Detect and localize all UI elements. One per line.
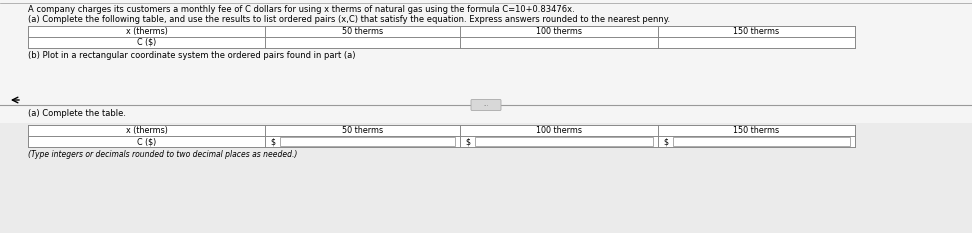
Text: ...: ... (483, 103, 489, 107)
Bar (0, 0, 972, 123)
Bar (475, 137, 653, 146)
Bar (673, 137, 850, 146)
Text: 150 therms: 150 therms (734, 27, 780, 36)
Text: 100 therms: 100 therms (536, 126, 582, 135)
Bar (0, 123, 972, 233)
Text: A company charges its customers a monthly fee of C dollars for using x therms of: A company charges its customers a monthl… (28, 5, 574, 14)
Text: $: $ (465, 137, 470, 146)
Text: (b) Plot in a rectangular coordinate system the ordered pairs found in part (a): (b) Plot in a rectangular coordinate sys… (28, 51, 356, 60)
Bar (28, 26, 855, 48)
Text: x (therms): x (therms) (125, 126, 167, 135)
Text: 50 therms: 50 therms (342, 27, 383, 36)
Text: $: $ (270, 137, 275, 146)
Text: (Type integers or decimals rounded to two decimal places as needed.): (Type integers or decimals rounded to tw… (28, 150, 297, 159)
Text: (a) Complete the following table, and use the results to list ordered pairs (x,C: (a) Complete the following table, and us… (28, 15, 670, 24)
Text: $: $ (663, 137, 668, 146)
Bar (28, 125, 855, 147)
Bar (280, 137, 455, 146)
Text: C ($): C ($) (137, 38, 156, 47)
Text: (a) Complete the table.: (a) Complete the table. (28, 109, 126, 118)
Text: x (therms): x (therms) (125, 27, 167, 36)
FancyBboxPatch shape (471, 99, 501, 110)
Text: 150 therms: 150 therms (734, 126, 780, 135)
Text: 50 therms: 50 therms (342, 126, 383, 135)
Text: 100 therms: 100 therms (536, 27, 582, 36)
Text: C ($): C ($) (137, 137, 156, 146)
